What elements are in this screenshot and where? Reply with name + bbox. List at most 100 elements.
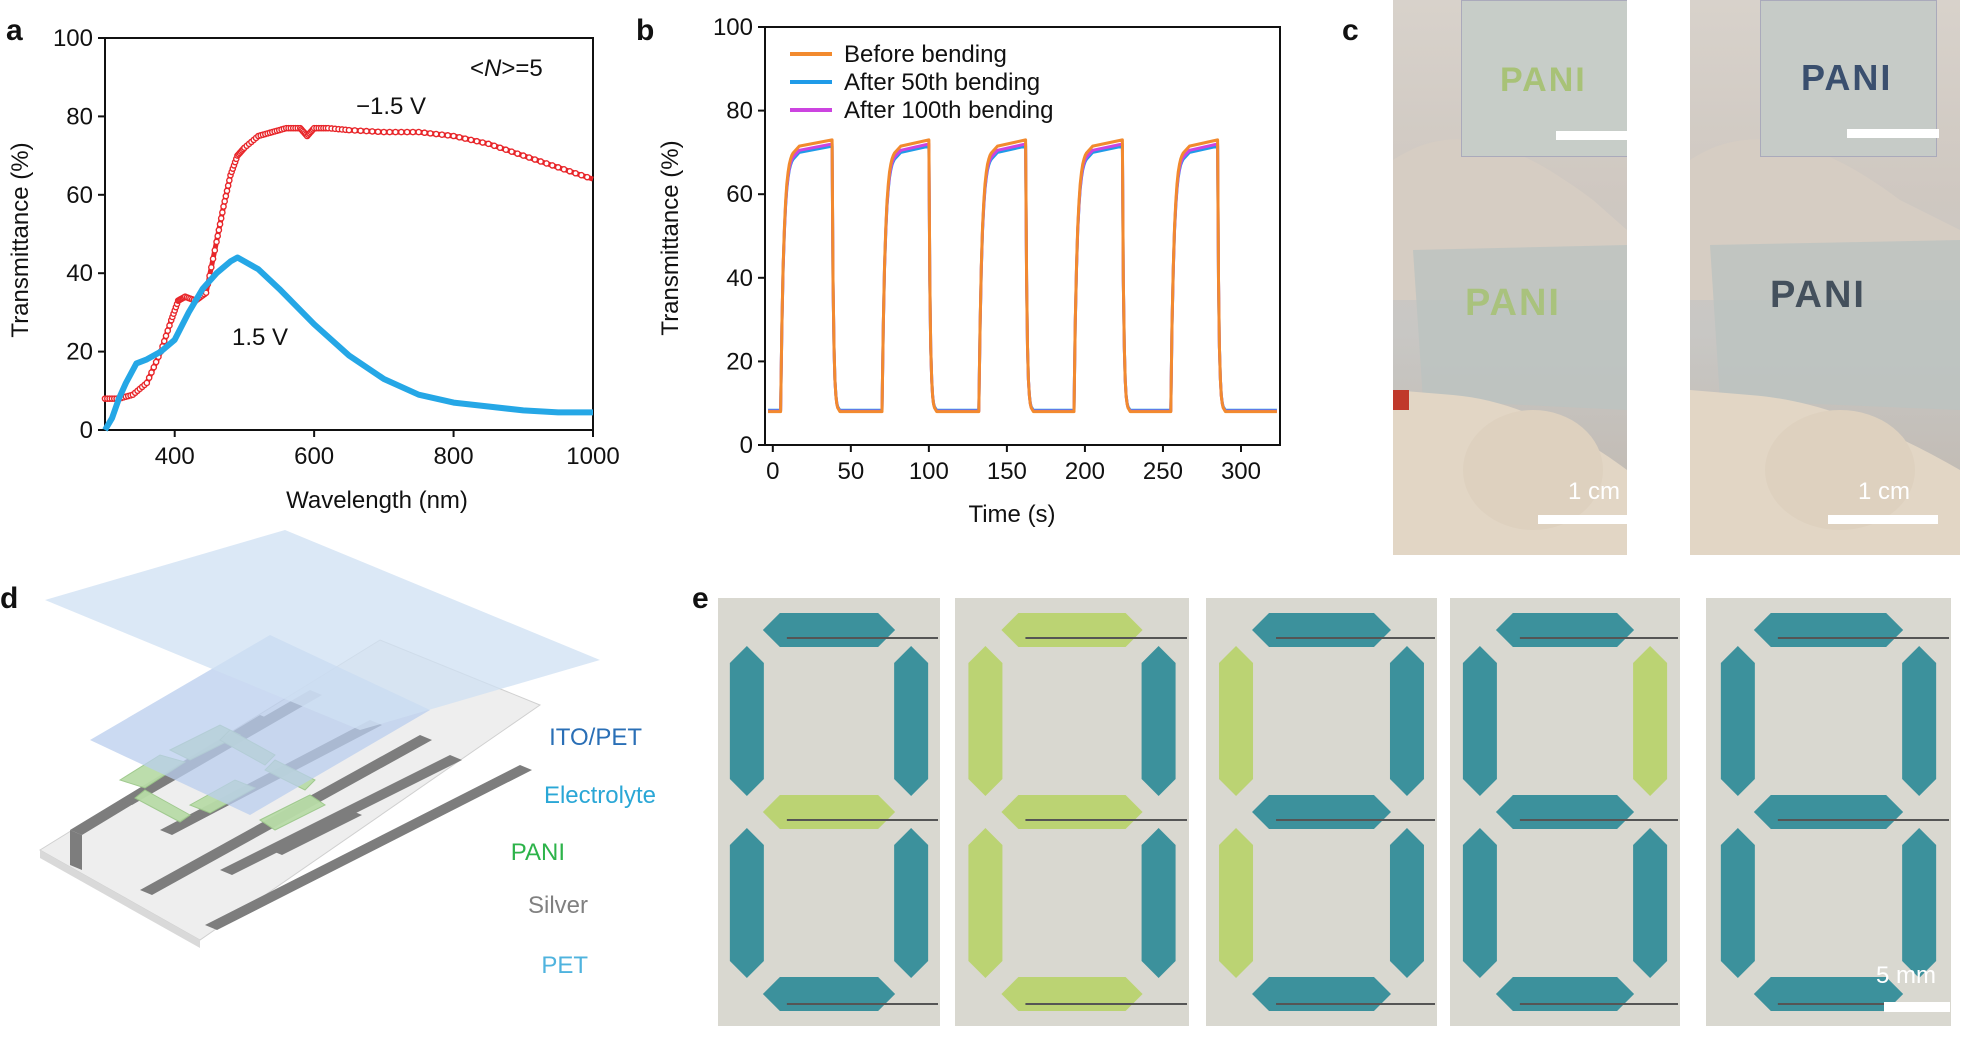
label-pet: PET [541,952,588,979]
chart-a-series-point [583,173,591,181]
chart-a-series-point [421,129,428,137]
segment-lower-right [1389,828,1424,978]
segment-upper-left [1219,646,1254,796]
chart-b-xtick-label: 50 [837,458,864,485]
segment-lower-right [894,828,929,978]
chart-b-xtick-label: 200 [1065,458,1105,485]
left-inset-scale-bar [1556,131,1627,140]
segment-upper-left [729,646,764,796]
segment-middle [1252,795,1391,829]
chart-a-series-point [519,152,527,159]
chart-a-series-point [215,226,223,234]
chart-a-series-point [560,166,568,173]
chart-a-ytick-label: 100 [53,25,93,52]
chart-a-series-point [525,154,533,161]
panel-label-d: d [0,582,19,615]
chart-b-ytick-label: 40 [726,265,753,292]
panel-label-e: e [692,582,709,615]
chart-b-frame [764,26,1281,446]
chart-b-xtick-label: 150 [987,458,1027,485]
chart-a-series-point [162,332,170,340]
chart-a-series-point [502,146,510,154]
chart-a-series-point [531,156,539,163]
chart-a-series-point [456,134,463,141]
segment-top [1753,613,1904,647]
device-layer-diagram: ITO/PET Electrolyte PANI Silver PET [39,530,656,979]
digit-photo-4 [1450,598,1680,1026]
segment-top [1001,613,1143,647]
digit-photo-2 [955,598,1189,1026]
chart-b-xtick-label: 300 [1221,458,1261,485]
chart-a-series-point [479,139,486,146]
label-electrolyte: Electrolyte [544,782,656,809]
chart-a-series-point [485,140,492,148]
chart-a-series-point [152,358,160,366]
label-pani: PANI [511,839,565,866]
chart-a-series-point [213,238,220,246]
chart-a-series-point [386,128,393,136]
chart-a-annotation: <N>=5 [470,55,543,82]
label-silver: Silver [528,892,588,919]
chart-a-ylabel: Transmittance (%) [7,142,34,337]
chart-a-series-point [554,164,562,171]
chart-a-series-point [150,363,158,371]
chart-a-series-point [549,162,556,169]
chart-b-ylabel: Transmittance (%) [657,140,684,335]
left-scale-label: 1 cm [1568,478,1621,505]
chart-a-ytick-label: 60 [66,182,93,209]
chart-b-xtick-label: 250 [1143,458,1183,485]
chart-a-xtick-label: 600 [294,443,334,470]
series-label-minus-1-5v: −1.5 V [356,93,426,120]
chart-a-ytick-label: 80 [66,103,93,130]
chart-b-xtick-label: 0 [766,458,779,485]
chart-a-series-point [409,128,417,136]
segment-bottom [1001,977,1143,1011]
right-inset-photo: PANI [1760,0,1939,157]
segment-bottom [762,977,896,1011]
legend-label-50th: After 50th bending [844,69,1040,96]
chart-a-series-point [537,158,545,165]
chart-a-series-point [166,322,173,329]
segment-lower-right [1633,828,1668,978]
chart-a-series-point [427,130,434,137]
segment-upper-left [1720,646,1755,796]
chart-a-series-point [450,132,457,140]
segment-upper-right [894,646,929,796]
segment-middle [1001,795,1143,829]
segment-lower-left [1462,828,1497,978]
chart-a-series-point [143,379,151,387]
chart-a-ytick-label: 20 [66,339,93,366]
chart-a-series-point [566,167,574,175]
ito-pet-layer [45,530,600,730]
transmittance-spectrum-chart: 0 20 40 60 80 100 400 600 800 1000 Wavelength (nm… [7,25,620,514]
chart-a-series-point [444,132,452,139]
chart-a-series-point [217,215,225,222]
segment-upper-right [1902,646,1937,796]
chart-a-series-point [226,177,233,184]
pet-layer-edge [40,850,200,948]
segment-lower-right [1902,828,1937,978]
legend-label-before: Before bending [844,41,1007,68]
chart-a-series-point [467,136,475,144]
chart-a-series-point [345,126,353,134]
chart-b-series-line-1 [768,144,1277,412]
digit-photo-1 [718,598,940,1026]
chart-a-series-point [397,128,405,136]
chart-a-xlabel: Wavelength (nm) [286,487,468,514]
segment-upper-right [1633,646,1668,796]
chart-a-series-point [145,374,153,382]
chart-a-series-point [363,127,370,135]
chart-a-series-point [219,209,226,216]
chart-a-frame [104,37,594,431]
left-scale-bar [1538,515,1627,524]
chart-a-series-point [415,128,423,136]
chart-a-series-point [461,135,469,142]
chart-a-series-point [211,247,219,254]
segment-middle [1753,795,1904,829]
bent-device-photo-right: PANI PANI 1 cm [1690,0,1960,555]
segment-lower-left [968,828,1003,978]
segment-middle [1495,795,1635,829]
chart-a-series-point [208,264,215,271]
chart-b-ytick-label: 0 [740,432,753,459]
